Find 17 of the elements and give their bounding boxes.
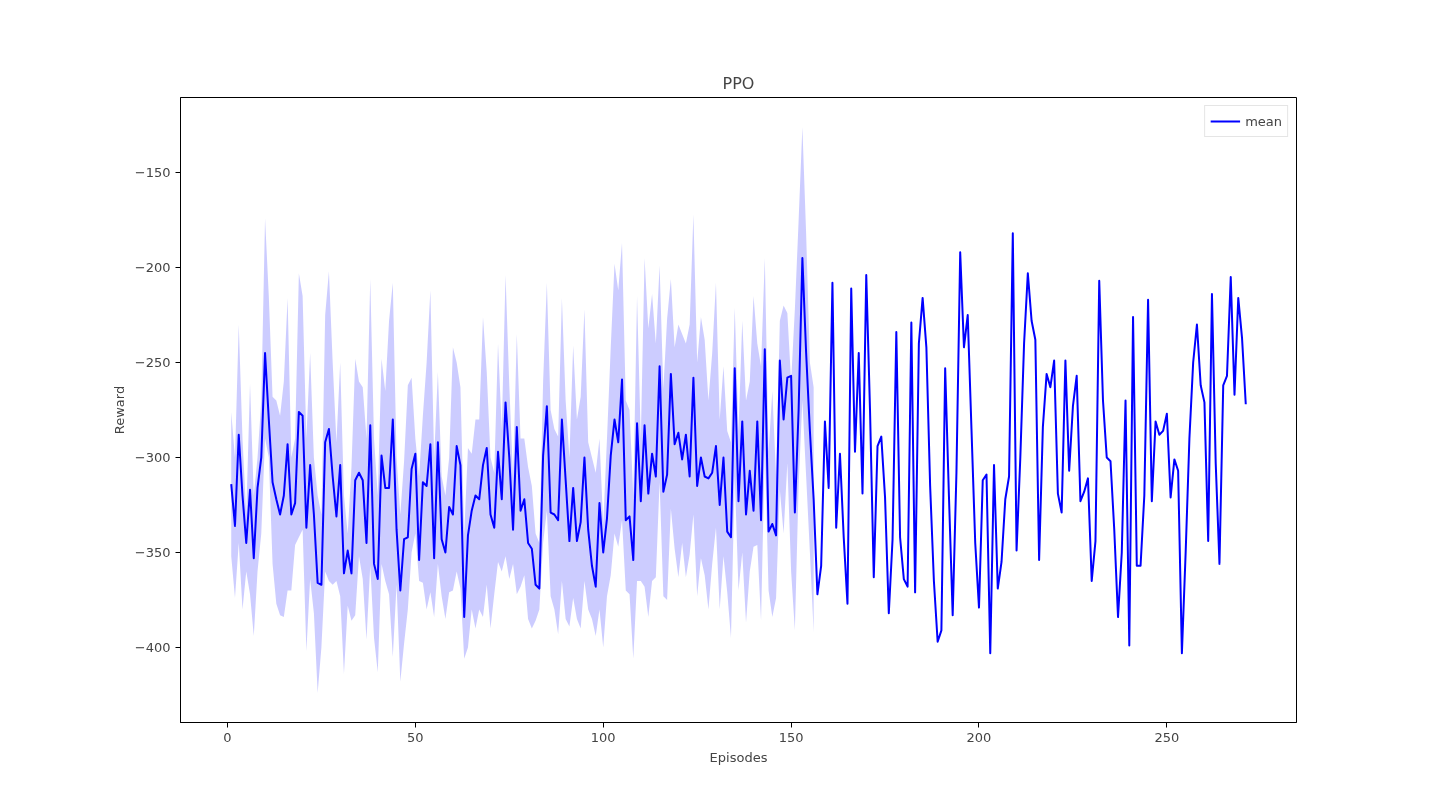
- x-tick-label: 250: [1154, 729, 1180, 745]
- line-series: [230, 232, 1247, 655]
- y-axis-title: Reward: [111, 385, 127, 435]
- y-tick-label: −400: [134, 639, 171, 655]
- x-tick-label: 50: [407, 729, 424, 745]
- y-tick-label: −250: [134, 355, 171, 371]
- y-tick-label: −150: [134, 165, 171, 181]
- chart-title: PPO: [722, 73, 755, 93]
- x-tick-label: 150: [778, 729, 804, 745]
- x-tick-label: 100: [590, 729, 616, 745]
- y-tick-label: −300: [134, 449, 171, 465]
- x-tick-label: 200: [966, 729, 992, 745]
- x-tick-label: 0: [223, 729, 232, 745]
- y-tick-label: −350: [134, 544, 171, 560]
- y-tick-label: −200: [134, 260, 171, 276]
- legend-label: mean: [1245, 113, 1282, 129]
- x-axis-title: Episodes: [709, 749, 768, 765]
